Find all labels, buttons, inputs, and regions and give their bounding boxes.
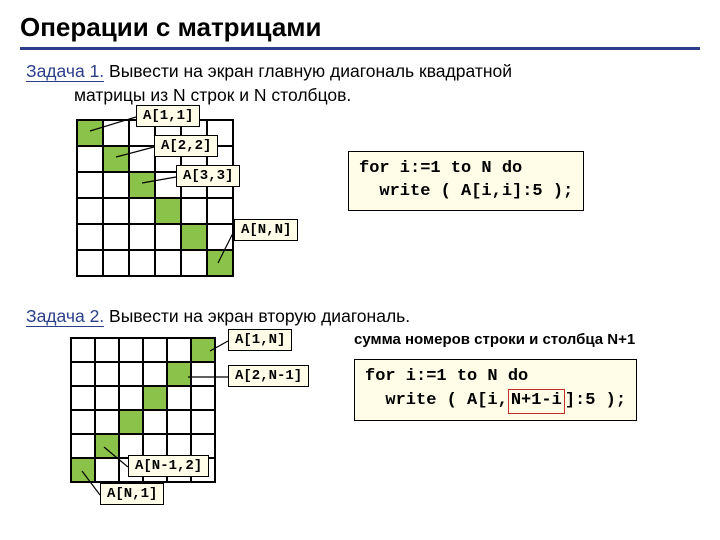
grid-cell bbox=[103, 198, 129, 224]
grid-cell bbox=[77, 224, 103, 250]
grid-cell bbox=[95, 410, 119, 434]
array-index-label: A[N,N] bbox=[234, 219, 298, 241]
code-line: write ( A[i,N+1-i]:5 ); bbox=[365, 389, 626, 414]
grid-cell bbox=[103, 146, 129, 172]
task2-line: Вывести на экран вторую диагональ. bbox=[104, 306, 410, 326]
grid-cell bbox=[77, 250, 103, 276]
grid-cell bbox=[167, 386, 191, 410]
grid-cell bbox=[207, 250, 233, 276]
array-index-label: A[2,N-1] bbox=[228, 365, 309, 387]
grid-cell bbox=[155, 224, 181, 250]
grid-cell bbox=[129, 198, 155, 224]
grid-cell bbox=[155, 198, 181, 224]
grid-cell bbox=[95, 338, 119, 362]
page-title: Операции с матрицами bbox=[20, 12, 700, 50]
grid-cell bbox=[119, 362, 143, 386]
grid-cell bbox=[191, 362, 215, 386]
task2-note: сумма номеров строки и столбца N+1 bbox=[354, 331, 635, 348]
task2-text: Задача 2. Вывести на экран вторую диагон… bbox=[20, 305, 700, 329]
grid-cell bbox=[119, 386, 143, 410]
grid-cell bbox=[155, 250, 181, 276]
grid-cell bbox=[95, 458, 119, 482]
grid-cell bbox=[71, 386, 95, 410]
grid-cell bbox=[119, 410, 143, 434]
grid-cell bbox=[95, 362, 119, 386]
array-index-label: A[1,N] bbox=[228, 329, 292, 351]
grid-cell bbox=[71, 338, 95, 362]
task2-code: for i:=1 to N do write ( A[i,N+1-i]:5 ); bbox=[354, 359, 637, 421]
grid-cell bbox=[119, 338, 143, 362]
grid-cell bbox=[103, 224, 129, 250]
task1-label: Задача 1. bbox=[26, 61, 104, 82]
task1-text: Задача 1. Вывести на экран главную диаго… bbox=[20, 60, 700, 107]
grid-cell bbox=[167, 410, 191, 434]
grid-cell bbox=[103, 172, 129, 198]
grid-cell bbox=[71, 458, 95, 482]
task1-line1: Вывести на экран главную диагональ квадр… bbox=[104, 61, 512, 81]
grid-cell bbox=[143, 386, 167, 410]
grid-cell bbox=[71, 362, 95, 386]
grid-cell bbox=[95, 386, 119, 410]
array-index-label: A[3,3] bbox=[176, 165, 240, 187]
grid-cell bbox=[129, 224, 155, 250]
task1-line2: матрицы из N строк и N столбцов. bbox=[26, 85, 351, 105]
grid-cell bbox=[167, 338, 191, 362]
grid-cell bbox=[207, 224, 233, 250]
task2-section: A[1,N]A[2,N-1]A[N-1,2]A[N,1] сумма номер… bbox=[48, 337, 700, 517]
highlight-expr: N+1-i bbox=[508, 389, 565, 414]
array-index-label: A[2,2] bbox=[154, 135, 218, 157]
grid-cell bbox=[191, 386, 215, 410]
grid-cell bbox=[143, 338, 167, 362]
grid-cell bbox=[181, 198, 207, 224]
code-line: for i:=1 to N do bbox=[365, 366, 626, 389]
grid-cell bbox=[71, 434, 95, 458]
grid-cell bbox=[181, 250, 207, 276]
grid-cell bbox=[71, 410, 95, 434]
grid-cell bbox=[167, 362, 191, 386]
grid-cell bbox=[191, 338, 215, 362]
grid-cell bbox=[103, 120, 129, 146]
grid-cell bbox=[77, 198, 103, 224]
grid-cell bbox=[77, 146, 103, 172]
grid-cell bbox=[191, 410, 215, 434]
grid-cell bbox=[207, 198, 233, 224]
grid-cell bbox=[95, 434, 119, 458]
grid-cell bbox=[77, 172, 103, 198]
grid-cell bbox=[129, 172, 155, 198]
grid-cell bbox=[129, 250, 155, 276]
grid-cell bbox=[181, 224, 207, 250]
array-index-label: A[N,1] bbox=[100, 483, 164, 505]
array-index-label: A[1,1] bbox=[136, 105, 200, 127]
grid-cell bbox=[129, 146, 155, 172]
task1-section: A[1,1]A[2,2]A[3,3]A[N,N] for i:=1 to N d… bbox=[48, 115, 700, 295]
grid-cell bbox=[143, 410, 167, 434]
grid-cell bbox=[103, 250, 129, 276]
array-index-label: A[N-1,2] bbox=[128, 455, 209, 477]
task2-label: Задача 2. bbox=[26, 306, 104, 327]
grid-cell bbox=[143, 362, 167, 386]
grid-cell bbox=[77, 120, 103, 146]
task1-code: for i:=1 to N do write ( A[i,i]:5 ); bbox=[348, 151, 584, 211]
